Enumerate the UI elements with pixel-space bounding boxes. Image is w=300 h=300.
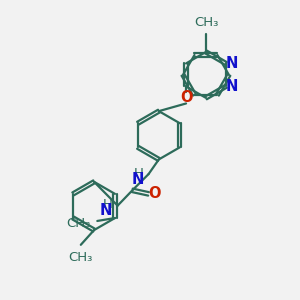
- Text: H: H: [102, 198, 112, 211]
- Text: N: N: [100, 203, 112, 218]
- Text: H: H: [134, 167, 144, 180]
- Text: CH₃: CH₃: [68, 251, 92, 264]
- Text: CH₃: CH₃: [66, 218, 91, 230]
- Text: N: N: [226, 56, 238, 71]
- Text: O: O: [180, 90, 192, 105]
- Text: CH₃: CH₃: [194, 16, 218, 29]
- Text: N: N: [226, 79, 238, 94]
- Text: N: N: [132, 172, 144, 187]
- Text: O: O: [148, 186, 161, 201]
